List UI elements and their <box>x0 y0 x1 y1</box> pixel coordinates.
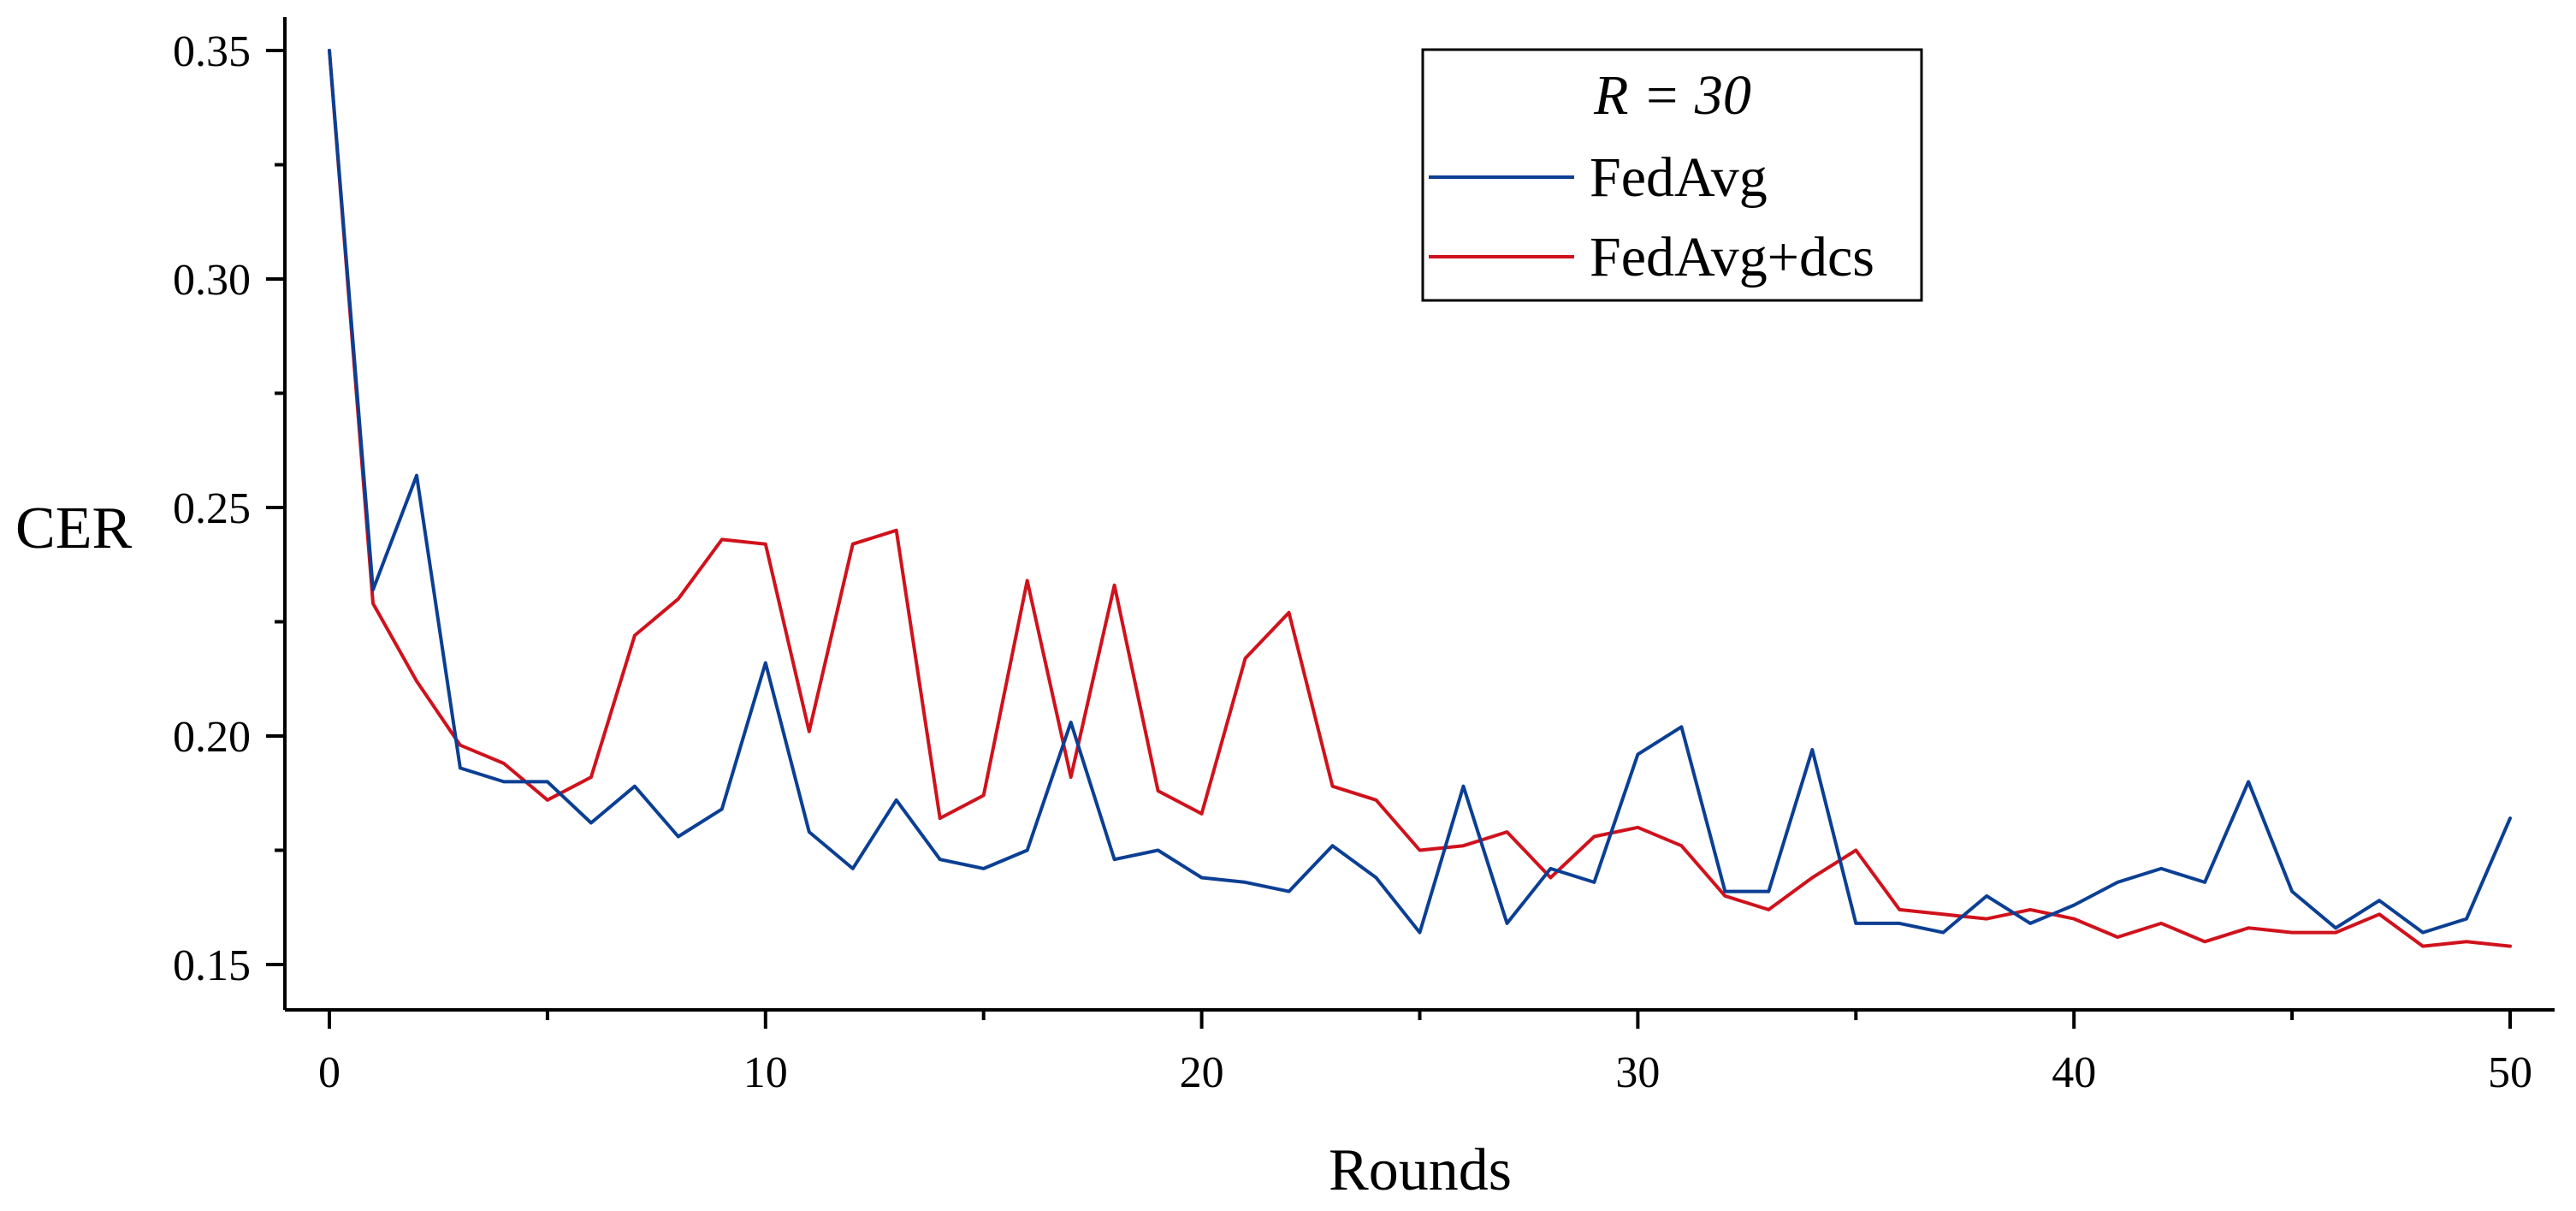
y-axis-title: CER <box>15 496 132 561</box>
legend-label-fedavg-dcs: FedAvg+dcs <box>1590 226 1874 288</box>
x-tick-label: 30 <box>1615 1048 1660 1097</box>
legend: R = 30 FedAvg FedAvg+dcs <box>1421 48 1923 302</box>
y-tick-label: 0.25 <box>173 484 251 533</box>
axes: 0.15 0.20 0.25 0.30 0.35 0 10 20 30 40 50 Rounds CER <box>15 17 2555 1203</box>
series-line-fedavg-dcs <box>328 49 2512 948</box>
x-tick-label: 20 <box>1180 1048 1224 1097</box>
x-tick-label: 10 <box>743 1048 788 1097</box>
x-tick-label: 0 <box>318 1048 341 1097</box>
legend-title: R = 30 <box>1593 64 1751 127</box>
y-tick-label: 0.35 <box>173 27 251 76</box>
series-lines <box>328 49 2512 948</box>
y-tick-label: 0.30 <box>173 256 251 305</box>
y-tick-label: 0.15 <box>173 941 251 990</box>
series-line-fedavg <box>328 49 2512 935</box>
legend-label-fedavg: FedAvg <box>1590 146 1768 209</box>
legend-box <box>1421 48 1923 302</box>
y-tick-label: 0.20 <box>173 713 251 762</box>
x-axis-title: Rounds <box>1329 1137 1512 1203</box>
x-tick-label: 50 <box>2488 1048 2532 1097</box>
x-tick-label: 40 <box>2052 1048 2096 1097</box>
